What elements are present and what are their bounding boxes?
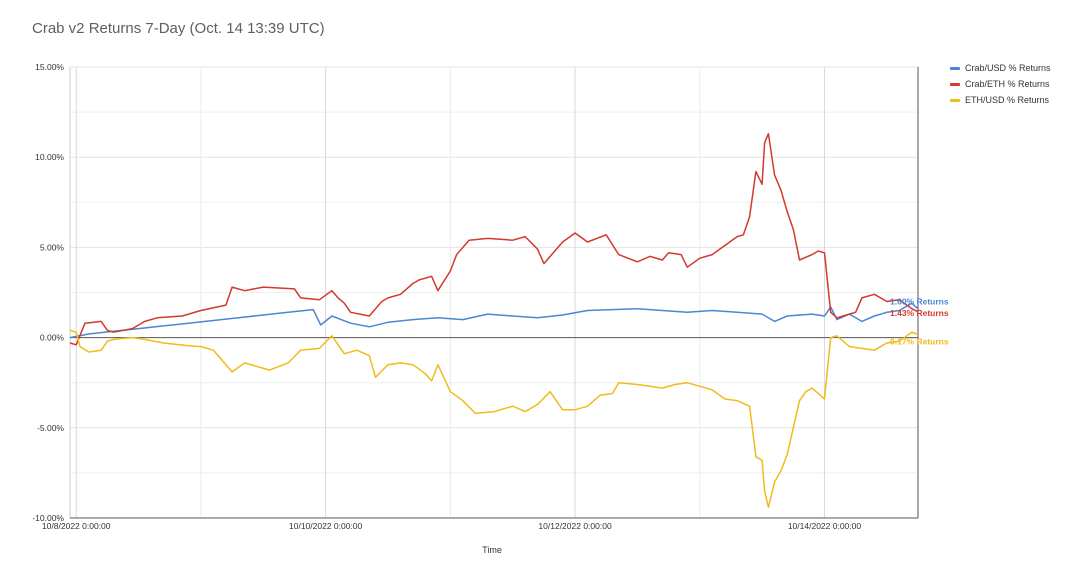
y-tick-label: 5.00% bbox=[40, 242, 65, 252]
y-tick-label: 15.00% bbox=[35, 62, 64, 72]
x-axis-title: Time bbox=[482, 545, 502, 555]
x-tick-label: 10/12/2022 0:00:00 bbox=[538, 521, 612, 531]
legend-swatch-crab-eth bbox=[950, 82, 960, 86]
end-label-eth-usd: 0.17% Returns bbox=[890, 337, 949, 347]
series-line-crab-usd bbox=[69, 302, 919, 339]
series-line-crab-eth bbox=[69, 132, 919, 346]
legend-item-eth-usd[interactable]: ETH/USD % Returns bbox=[950, 92, 1051, 108]
series-lines bbox=[69, 132, 919, 508]
legend-swatch-eth-usd bbox=[950, 98, 960, 102]
y-tick-label: -10.00% bbox=[32, 513, 64, 523]
legend-label-crab-usd: Crab/USD % Returns bbox=[965, 63, 1051, 73]
chart-title: Crab v2 Returns 7-Day (Oct. 14 13:39 UTC… bbox=[32, 20, 325, 37]
legend-label-crab-eth: Crab/ETH % Returns bbox=[965, 79, 1050, 89]
y-tick-label: 10.00% bbox=[35, 152, 64, 162]
legend-item-crab-eth[interactable]: Crab/ETH % Returns bbox=[950, 76, 1051, 92]
legend-swatch-crab-usd bbox=[950, 66, 960, 70]
y-tick-label: -5.00% bbox=[37, 423, 64, 433]
x-tick-label: 10/10/2022 0:00:00 bbox=[289, 521, 363, 531]
legend-label-eth-usd: ETH/USD % Returns bbox=[965, 95, 1050, 105]
end-label-crab-usd: 1.60% Returns bbox=[890, 297, 949, 307]
series-line-eth-usd bbox=[69, 329, 919, 508]
axes: 15.00% 10.00% 5.00% 0.00% -5.00% -10.00%10/8/… bbox=[32, 62, 919, 531]
end-label-crab-eth: 1.43% Returns bbox=[890, 308, 949, 318]
legend-item-crab-usd[interactable]: Crab/USD % Returns bbox=[950, 60, 1051, 76]
legend: Crab/USD % Returns Crab/ETH % Returns ET… bbox=[950, 60, 1051, 108]
x-tick-label: 10/8/2022 0:00:00 bbox=[42, 521, 111, 531]
y-tick-label: 0.00% bbox=[40, 333, 65, 343]
x-tick-label: 10/14/2022 0:00:00 bbox=[788, 521, 862, 531]
grid-lines bbox=[70, 66, 918, 519]
